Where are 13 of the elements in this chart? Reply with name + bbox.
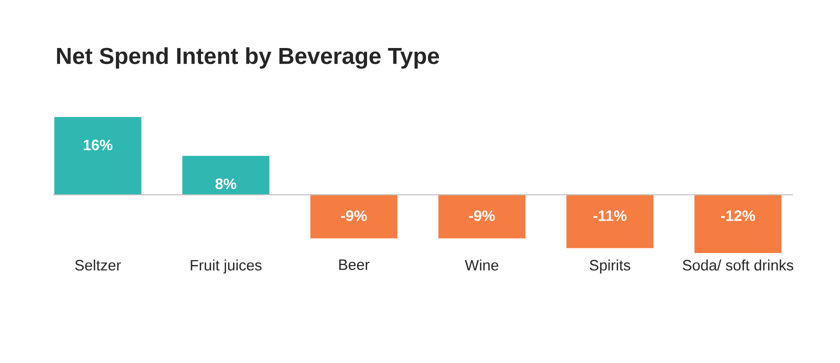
x-tick-label: Soda/ soft drinks [682,260,794,271]
data-label: 16% [84,140,112,150]
data-label: -11% [593,210,627,221]
x-tick-label: Wine [464,260,498,271]
x-tick-label: Fruit juices [190,260,262,274]
x-tick-label: Seltzer [75,260,121,271]
x-tick-label: Beer [339,260,370,270]
x-tick-label: Spirits [590,260,630,274]
data-label: 8% [215,178,236,190]
data-label: -9% [469,210,495,222]
data-label: -12% [721,210,756,221]
chart-title: Net Spend Intent by Beverage Type [57,47,440,69]
data-label: -9% [341,210,367,222]
